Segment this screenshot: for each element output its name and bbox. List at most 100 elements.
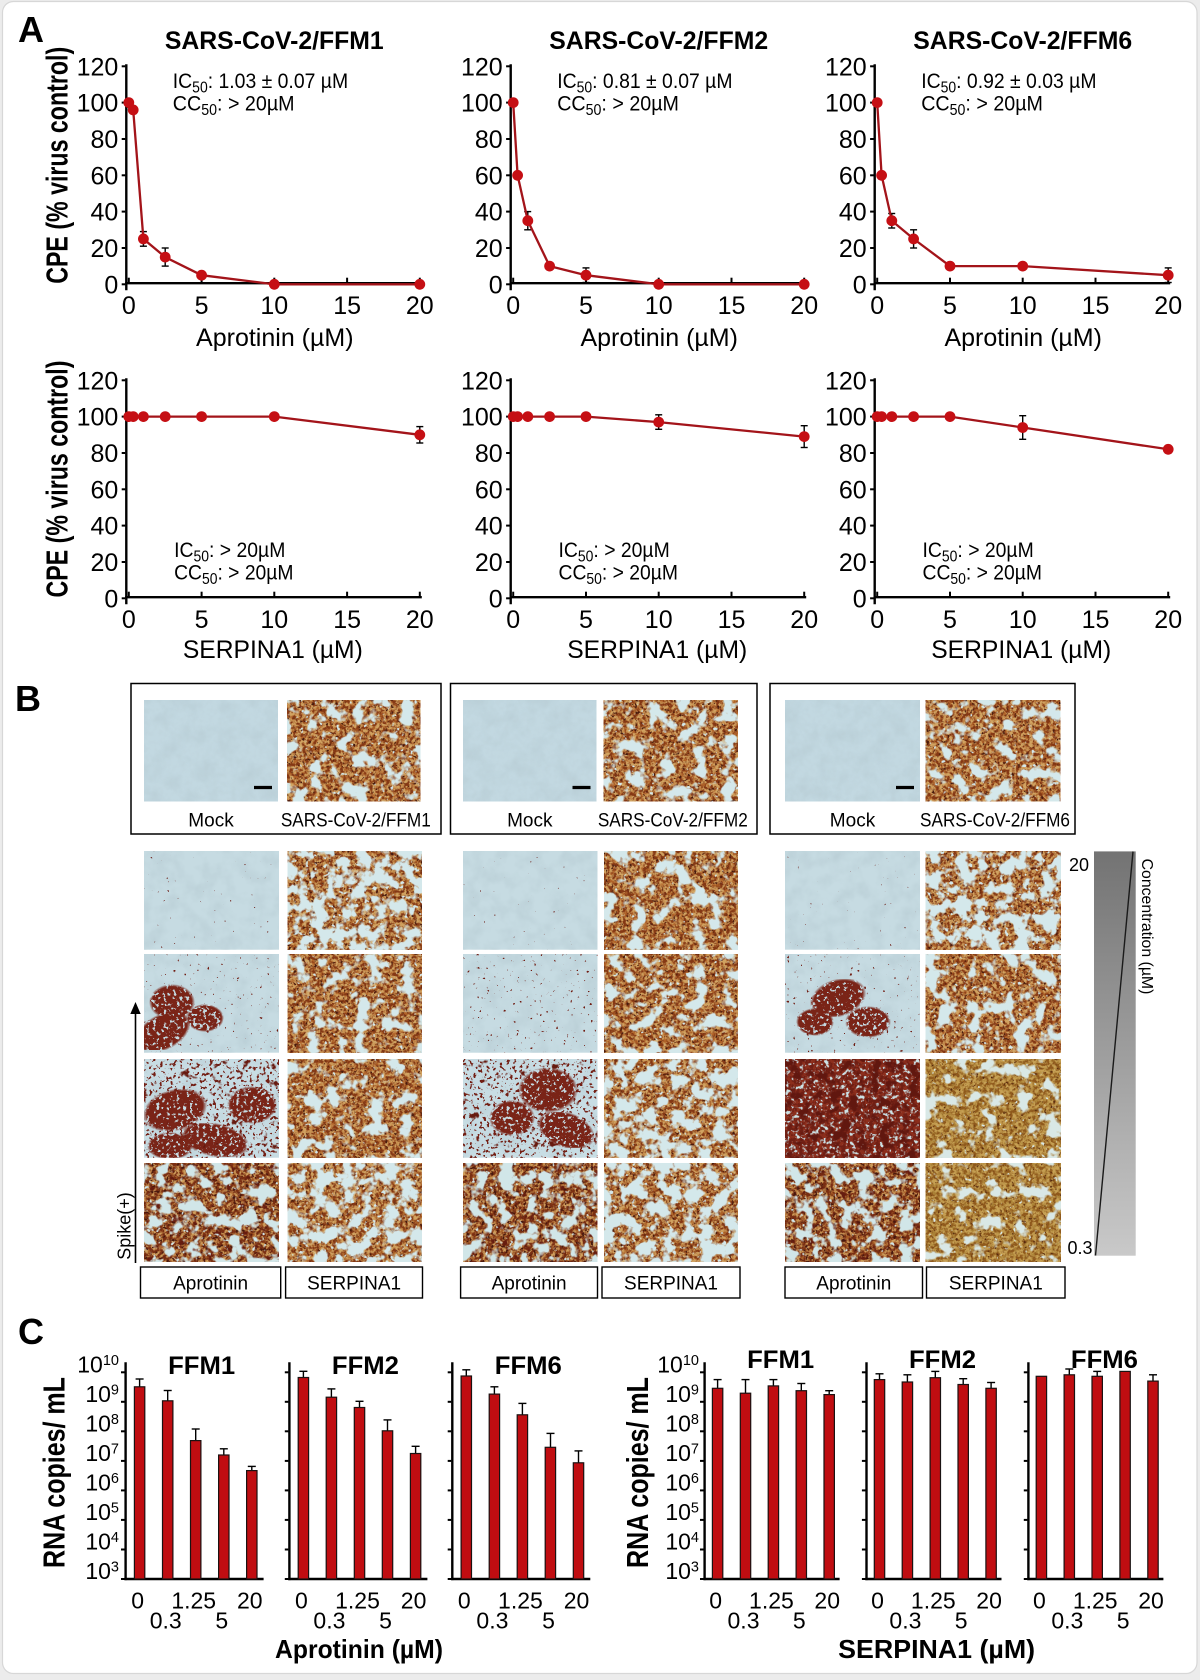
svg-text:SERPINA1: SERPINA1 <box>624 1274 718 1295</box>
svg-text:CC50: > 20µM: CC50: > 20µM <box>174 562 293 588</box>
svg-text:120: 120 <box>77 53 119 81</box>
svg-text:15: 15 <box>333 292 361 320</box>
svg-text:20: 20 <box>790 606 818 634</box>
svg-text:40: 40 <box>475 513 503 541</box>
svg-text:1.25: 1.25 <box>335 1587 380 1613</box>
svg-text:120: 120 <box>825 367 867 395</box>
svg-text:20: 20 <box>839 235 867 263</box>
svg-text:1.25: 1.25 <box>171 1587 216 1613</box>
svg-text:C: C <box>18 1311 44 1352</box>
svg-text:SARS-CoV-2/FFM2: SARS-CoV-2/FFM2 <box>549 27 768 55</box>
svg-text:IC50: 1.03 ± 0.07 µM: IC50: 1.03 ± 0.07 µM <box>173 69 348 96</box>
svg-text:A: A <box>18 9 44 50</box>
svg-text:0.3: 0.3 <box>150 1607 182 1633</box>
svg-text:20: 20 <box>1154 292 1182 320</box>
svg-text:IC50: > 20µM: IC50: > 20µM <box>559 538 670 565</box>
svg-text:60: 60 <box>839 476 867 504</box>
svg-text:SARS-CoV-2/FFM6: SARS-CoV-2/FFM6 <box>920 810 1070 831</box>
svg-text:0: 0 <box>131 1587 144 1613</box>
svg-text:SARS-CoV-2/FFM1: SARS-CoV-2/FFM1 <box>165 27 384 55</box>
svg-text:20: 20 <box>401 1587 427 1613</box>
svg-text:1.25: 1.25 <box>749 1587 794 1613</box>
svg-text:0: 0 <box>709 1587 722 1613</box>
svg-text:100: 100 <box>825 90 867 118</box>
svg-text:Aprotinin: Aprotinin <box>816 1274 891 1295</box>
svg-text:0: 0 <box>506 292 520 320</box>
svg-text:5: 5 <box>579 606 593 634</box>
svg-text:80: 80 <box>475 440 503 468</box>
svg-text:5: 5 <box>579 292 593 320</box>
svg-text:CC50: > 20µM: CC50: > 20µM <box>923 562 1042 588</box>
svg-text:20: 20 <box>564 1587 590 1613</box>
svg-text:0: 0 <box>1033 1587 1046 1613</box>
svg-text:SARS-CoV-2/FFM2: SARS-CoV-2/FFM2 <box>598 810 748 831</box>
svg-text:60: 60 <box>475 162 503 190</box>
svg-text:Aprotinin (µM): Aprotinin (µM) <box>580 324 738 352</box>
svg-text:1.25: 1.25 <box>1073 1587 1118 1613</box>
svg-text:RNA copies/ mL: RNA copies/ mL <box>36 1377 71 1568</box>
svg-text:SARS-CoV-2/FFM6: SARS-CoV-2/FFM6 <box>913 27 1132 55</box>
svg-text:0: 0 <box>104 271 118 299</box>
svg-text:0: 0 <box>870 606 884 634</box>
svg-text:103: 103 <box>85 1558 119 1584</box>
svg-text:0: 0 <box>871 1587 884 1613</box>
svg-text:120: 120 <box>461 367 503 395</box>
svg-text:0: 0 <box>104 585 118 613</box>
svg-text:FFM1: FFM1 <box>168 1352 235 1380</box>
svg-text:80: 80 <box>839 440 867 468</box>
svg-text:Spike(+): Spike(+) <box>115 1192 135 1260</box>
svg-text:0.3: 0.3 <box>476 1607 508 1633</box>
svg-text:20: 20 <box>976 1587 1002 1613</box>
svg-text:20: 20 <box>1069 855 1089 875</box>
svg-text:20: 20 <box>237 1587 263 1613</box>
svg-text:Aprotinin: Aprotinin <box>492 1274 567 1295</box>
svg-text:0: 0 <box>122 292 136 320</box>
svg-text:40: 40 <box>839 513 867 541</box>
svg-text:0: 0 <box>506 606 520 634</box>
svg-text:120: 120 <box>461 53 503 81</box>
svg-text:SARS-CoV-2/FFM1: SARS-CoV-2/FFM1 <box>281 810 431 831</box>
svg-text:Mock: Mock <box>188 811 234 832</box>
svg-text:20: 20 <box>814 1587 840 1613</box>
svg-text:0: 0 <box>122 606 136 634</box>
svg-text:10: 10 <box>1009 606 1037 634</box>
svg-text:100: 100 <box>77 404 119 432</box>
svg-text:120: 120 <box>77 367 119 395</box>
svg-text:FFM1: FFM1 <box>747 1346 814 1374</box>
svg-text:FFM6: FFM6 <box>1071 1346 1138 1374</box>
svg-text:FFM6: FFM6 <box>495 1352 562 1380</box>
svg-text:IC50: 0.81 ± 0.07 µM: IC50: 0.81 ± 0.07 µM <box>557 69 732 96</box>
svg-text:SERPINA1: SERPINA1 <box>307 1274 401 1295</box>
svg-text:FFM2: FFM2 <box>909 1346 976 1374</box>
svg-text:0: 0 <box>489 271 503 299</box>
svg-text:60: 60 <box>90 476 118 504</box>
svg-text:80: 80 <box>90 126 118 154</box>
svg-text:10: 10 <box>1009 292 1037 320</box>
svg-text:20: 20 <box>406 606 434 634</box>
svg-text:20: 20 <box>406 292 434 320</box>
svg-text:Concentration (µM): Concentration (µM) <box>1138 859 1155 995</box>
svg-text:15: 15 <box>1082 606 1110 634</box>
svg-text:SERPINA1: SERPINA1 <box>949 1274 1043 1295</box>
svg-text:10: 10 <box>645 292 673 320</box>
svg-text:SERPINA1 (µM): SERPINA1 (µM) <box>567 637 747 664</box>
svg-text:20: 20 <box>1138 1587 1164 1613</box>
svg-text:0: 0 <box>295 1587 308 1613</box>
svg-text:20: 20 <box>839 549 867 577</box>
svg-text:IC50: > 20µM: IC50: > 20µM <box>174 538 285 565</box>
svg-text:CPE (% virus control): CPE (% virus control) <box>39 47 74 284</box>
svg-text:SERPINA1 (µM): SERPINA1 (µM) <box>183 637 363 664</box>
svg-text:120: 120 <box>825 53 867 81</box>
svg-text:5: 5 <box>955 1607 968 1633</box>
svg-text:5: 5 <box>793 1607 806 1633</box>
svg-text:5: 5 <box>943 606 957 634</box>
svg-text:20: 20 <box>90 549 118 577</box>
svg-text:Aprotinin (µM): Aprotinin (µM) <box>196 324 354 352</box>
svg-text:40: 40 <box>475 199 503 227</box>
svg-text:40: 40 <box>90 199 118 227</box>
svg-text:40: 40 <box>90 513 118 541</box>
svg-text:1.25: 1.25 <box>498 1587 543 1613</box>
svg-text:0.3: 0.3 <box>728 1607 760 1633</box>
svg-text:15: 15 <box>718 606 746 634</box>
svg-text:10: 10 <box>260 606 288 634</box>
